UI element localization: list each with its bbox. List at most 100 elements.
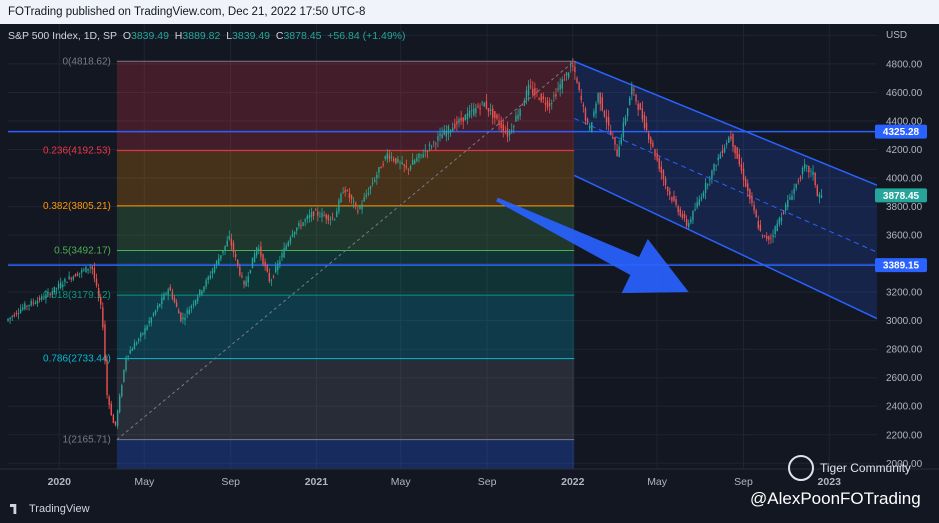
candle-body — [81, 269, 83, 273]
author-handle: @AlexPoonFOTrading — [750, 489, 921, 508]
candle-body — [173, 298, 176, 303]
candle-body — [664, 178, 667, 186]
price-chart[interactable]: 0(4818.62) 0.236(4192.53) 0.382(3805.21) 0.… — [0, 24, 939, 499]
candle-body — [734, 145, 736, 154]
candle-body — [251, 257, 254, 269]
candle-body — [32, 302, 34, 304]
candle-body — [422, 154, 424, 158]
candle-body — [361, 204, 363, 210]
candle-body — [502, 124, 504, 132]
candle-body — [428, 144, 431, 146]
candle-body — [679, 209, 681, 216]
candle-body — [683, 213, 686, 218]
candle-body — [515, 115, 517, 122]
candle-body — [102, 307, 104, 328]
candle-body — [776, 223, 778, 232]
candle-body — [747, 183, 749, 192]
candle-body — [553, 95, 555, 97]
candle-body — [702, 192, 705, 198]
candle-body — [658, 158, 660, 169]
candle-body — [211, 270, 214, 274]
time-tick-label: Sep — [734, 476, 753, 488]
candle-body — [116, 410, 119, 427]
candle-body — [723, 147, 726, 153]
tradingview-brand-text: TradingView — [29, 503, 90, 515]
candle-body — [333, 218, 336, 220]
candle-body — [386, 152, 389, 160]
candle-body — [114, 421, 117, 425]
candle-body — [641, 108, 644, 120]
price-tick-label: 4000.00 — [886, 174, 923, 185]
fib-zone-base — [116, 439, 575, 469]
price-tick-label: 3800.00 — [886, 202, 923, 213]
candle-body — [527, 84, 530, 96]
open-value: 3839.49 — [130, 30, 169, 42]
candle-body — [586, 118, 589, 123]
close-label: C — [275, 30, 284, 42]
time-tick-label: 2021 — [305, 476, 329, 488]
candle-body — [359, 206, 361, 209]
candle-body — [441, 134, 443, 139]
candle-body — [66, 281, 68, 283]
candle-body — [188, 309, 190, 315]
candle-body — [327, 215, 330, 221]
candle-body — [293, 231, 296, 235]
candle-body — [681, 214, 684, 218]
candle-body — [757, 221, 759, 228]
chart-canvas[interactable]: 0(4818.62) 0.236(4192.53) 0.382(3805.21) 0.… — [0, 24, 939, 499]
candle-body — [525, 90, 528, 101]
candle-body — [546, 100, 549, 108]
candle-body — [820, 195, 823, 199]
candle-body — [595, 103, 597, 114]
candle-body — [357, 210, 359, 213]
candle-body — [650, 137, 652, 144]
published-text: FOTrading published on TradingView.com, … — [8, 6, 366, 18]
candle-body — [336, 211, 338, 218]
symbol-name: S&P 500 Index, 1D, SP — [8, 30, 117, 42]
candle-body — [298, 223, 300, 226]
candle-body — [645, 122, 648, 131]
fib-level-label: 0.618(3179.12) — [43, 290, 111, 301]
candle-body — [323, 215, 325, 217]
candle-body — [201, 290, 203, 295]
fib-level-label: 0.5(3492.17) — [54, 245, 111, 256]
candle-body — [300, 225, 302, 227]
candle-body — [736, 147, 738, 159]
price-tick-label: 2200.00 — [886, 430, 923, 441]
candle-body — [112, 414, 115, 424]
candle-body — [806, 165, 808, 167]
candle-body — [808, 166, 810, 173]
candle-body — [797, 180, 800, 182]
candle-body — [631, 86, 633, 95]
candle-body — [403, 164, 405, 167]
candle-body — [523, 100, 526, 106]
candle-body — [443, 129, 445, 135]
tiger-community-text: Tiger Community — [820, 461, 911, 475]
candle-body — [574, 66, 576, 73]
candle-body — [321, 213, 323, 218]
candle-body — [561, 79, 563, 89]
candle-body — [698, 199, 700, 205]
price-tick-label: 2800.00 — [886, 345, 923, 356]
candle-body — [13, 314, 16, 317]
candle-body — [818, 194, 821, 198]
candle-body — [730, 136, 732, 139]
candle-body — [144, 327, 146, 335]
candle-body — [479, 107, 481, 110]
candle-body — [62, 284, 64, 287]
horizontal-line-price-tag-bg — [875, 258, 927, 273]
tradingview-brand[interactable]: TradingView — [10, 503, 90, 515]
candle-body — [622, 122, 625, 138]
price-tick-label: 2400.00 — [886, 402, 923, 413]
candle-body — [489, 109, 492, 111]
candle-body — [169, 287, 171, 291]
candle-body — [196, 296, 199, 302]
candle-body — [317, 211, 319, 216]
candle-body — [510, 129, 513, 132]
candle-body — [222, 251, 224, 253]
candle-body — [647, 133, 650, 140]
channel-upper-line — [573, 60, 878, 186]
candle-body — [635, 94, 637, 102]
candle-body — [433, 141, 435, 143]
candle-body — [677, 206, 679, 213]
